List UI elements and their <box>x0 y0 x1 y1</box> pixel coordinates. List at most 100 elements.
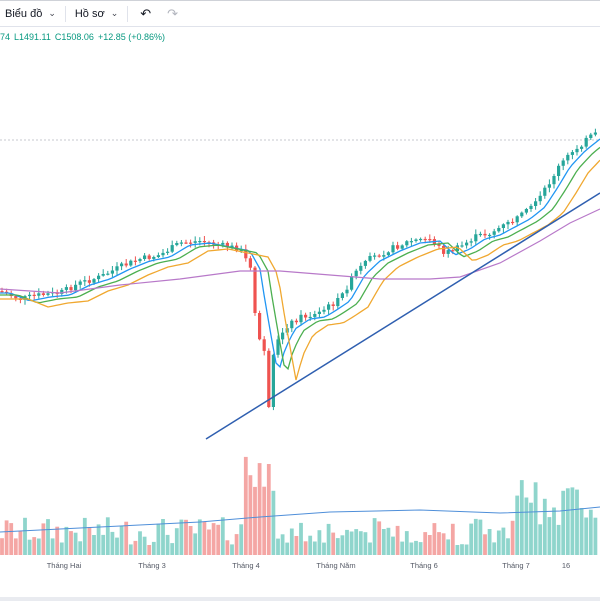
volume-bar <box>501 527 506 555</box>
volume-bar <box>538 524 543 555</box>
candle-body <box>290 320 294 329</box>
volume-bar <box>92 535 96 555</box>
candle-body <box>538 195 542 202</box>
candle-body <box>60 289 64 294</box>
candle-body <box>14 296 18 299</box>
volume-bar <box>565 488 570 555</box>
chart-menu-label: Biểu đồ <box>5 7 43 20</box>
candle-body <box>469 241 473 243</box>
volume-bar <box>418 542 423 555</box>
candle-body <box>488 234 492 237</box>
volume-bar <box>147 545 152 555</box>
price-chart[interactable]: Tháng Hai Tháng 3 Tháng 4 Tháng Năm Tháng 6 T… <box>0 27 600 601</box>
candle-body <box>557 165 561 176</box>
volume-bar <box>294 536 299 555</box>
candle-body <box>175 243 179 246</box>
volume-bar <box>13 538 18 555</box>
candle-body <box>225 242 229 248</box>
candle-body <box>492 231 496 235</box>
volume-bar <box>161 519 165 555</box>
volume-bar <box>524 497 529 555</box>
volume-bar <box>450 523 455 555</box>
volume-bar <box>142 536 147 555</box>
volume-bar <box>64 526 69 555</box>
candle-body <box>543 187 547 196</box>
volume-bar <box>197 519 202 555</box>
candle-body <box>156 255 160 257</box>
time-axis-label: Tháng 3 <box>138 561 166 570</box>
volume-bar <box>55 526 60 555</box>
volume-bar <box>404 531 409 555</box>
volume-bar <box>0 538 4 555</box>
volume-bar <box>584 517 589 555</box>
candle-body <box>451 250 455 252</box>
candle-body <box>317 311 321 314</box>
volume-bar <box>87 527 92 555</box>
volume-bar <box>188 526 193 555</box>
volume-bar <box>253 486 257 555</box>
volume-bar <box>184 519 188 555</box>
volume-bar <box>262 486 267 555</box>
volume-bar <box>299 522 303 555</box>
volume-bar <box>552 507 556 555</box>
volume-bar <box>515 495 520 555</box>
volume-bar <box>335 538 340 555</box>
candle-body <box>423 238 427 241</box>
volume-bar <box>105 517 110 555</box>
candle-body <box>391 245 395 253</box>
undo-icon[interactable]: ↶ <box>140 5 152 21</box>
redo-icon[interactable]: ↷ <box>167 5 179 21</box>
time-axis-label: Tháng 4 <box>232 561 260 570</box>
volume-bar <box>460 544 464 555</box>
candle-body <box>83 280 87 282</box>
chart-menu-button[interactable]: Biểu đồ ⌄ <box>0 1 61 27</box>
candle-body <box>124 263 128 266</box>
time-axis-label: Tháng Hai <box>47 561 82 570</box>
chart-pane[interactable]: Tháng Hai Tháng 3 Tháng 4 Tháng Năm Tháng 6 T… <box>0 27 600 601</box>
candle-body <box>32 294 36 296</box>
candle-body <box>511 221 515 224</box>
volume-bar <box>510 520 515 555</box>
candle-body <box>299 314 303 323</box>
candle-body <box>529 205 533 209</box>
candle-body <box>377 255 381 257</box>
volume-bar <box>23 517 27 555</box>
volume-bar <box>492 542 497 555</box>
profile-menu-button[interactable]: Hồ sơ ⌄ <box>70 1 123 27</box>
candle-body <box>28 294 32 297</box>
time-axis-label: 16 <box>562 561 570 570</box>
volume-bar <box>69 531 73 555</box>
bottom-scrollbar[interactable] <box>0 597 600 601</box>
candle-body <box>327 304 331 310</box>
volume-bar <box>575 489 579 555</box>
candle-body <box>221 242 225 245</box>
candle-body <box>474 234 478 242</box>
volume-bar <box>73 532 78 555</box>
volume-bar <box>220 517 225 555</box>
volume-bar <box>82 517 87 555</box>
volume-bar <box>561 490 566 555</box>
candles <box>0 128 597 411</box>
candle-body <box>198 241 202 243</box>
volume-bar <box>46 519 50 555</box>
volume-bar <box>289 528 294 555</box>
volume-bar <box>519 480 524 555</box>
candle-body <box>322 309 326 312</box>
volume-bar <box>202 521 207 555</box>
legend-change: +12.85 (+0.86%) <box>97 32 165 42</box>
volume-bar <box>18 531 23 555</box>
candle-body <box>138 259 142 262</box>
volume-bar <box>170 543 175 555</box>
volume-bar <box>345 529 349 555</box>
volume-ma-line <box>0 506 600 533</box>
ma-slow-line <box>0 208 600 294</box>
candle-body <box>483 233 487 236</box>
top-toolbar: Biểu đồ ⌄ Hồ sơ ⌄ ↶ ↷ <box>0 1 600 27</box>
volume-bar <box>363 532 368 555</box>
volume-bar <box>4 520 9 555</box>
candle-body <box>253 267 257 313</box>
volume-bar <box>331 532 336 555</box>
volume-bar <box>78 541 83 555</box>
candle-body <box>368 256 372 261</box>
